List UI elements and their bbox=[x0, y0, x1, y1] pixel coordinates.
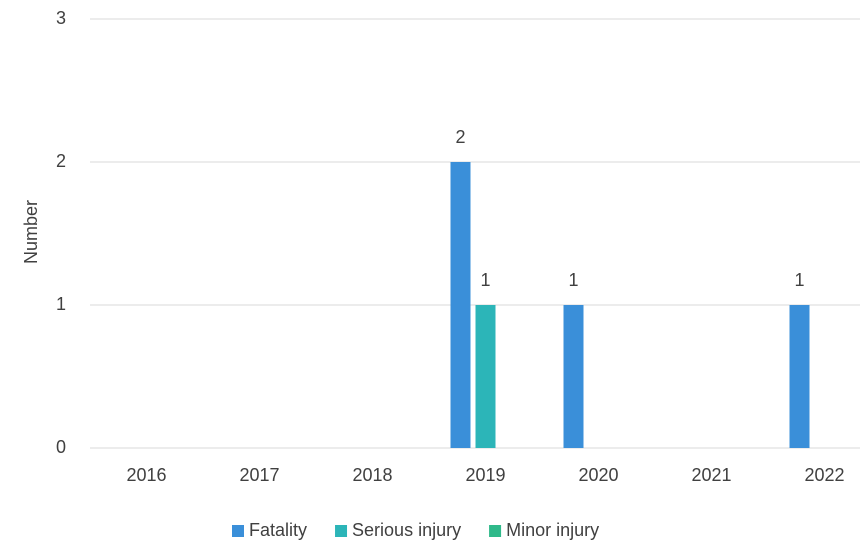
legend-label: Minor injury bbox=[506, 520, 599, 540]
data-label: 2 bbox=[455, 127, 465, 147]
y-tick-label: 0 bbox=[56, 437, 66, 457]
legend-swatch bbox=[489, 525, 502, 537]
legend-label: Fatality bbox=[249, 520, 307, 540]
bar bbox=[563, 305, 584, 448]
bar bbox=[475, 305, 496, 448]
y-tick-label: 1 bbox=[56, 294, 66, 314]
legend-label: Serious injury bbox=[352, 520, 461, 540]
x-tick-label: 2021 bbox=[691, 465, 731, 485]
legend-swatch bbox=[335, 525, 348, 537]
legend-swatch bbox=[232, 525, 244, 537]
x-tick-label: 2022 bbox=[804, 465, 844, 485]
data-label: 1 bbox=[568, 270, 578, 290]
x-tick-label: 2018 bbox=[352, 465, 392, 485]
x-tick-label: 2020 bbox=[578, 465, 618, 485]
data-label: 1 bbox=[480, 270, 490, 290]
x-tick-label: 2016 bbox=[126, 465, 166, 485]
bar bbox=[450, 162, 471, 448]
x-tick-label: 2019 bbox=[465, 465, 505, 485]
y-tick-label: 3 bbox=[56, 8, 66, 28]
bar bbox=[789, 305, 810, 448]
data-label: 1 bbox=[794, 270, 804, 290]
x-tick-label: 2017 bbox=[239, 465, 279, 485]
y-tick-label: 2 bbox=[56, 151, 66, 171]
y-axis-label: Number bbox=[21, 200, 41, 264]
